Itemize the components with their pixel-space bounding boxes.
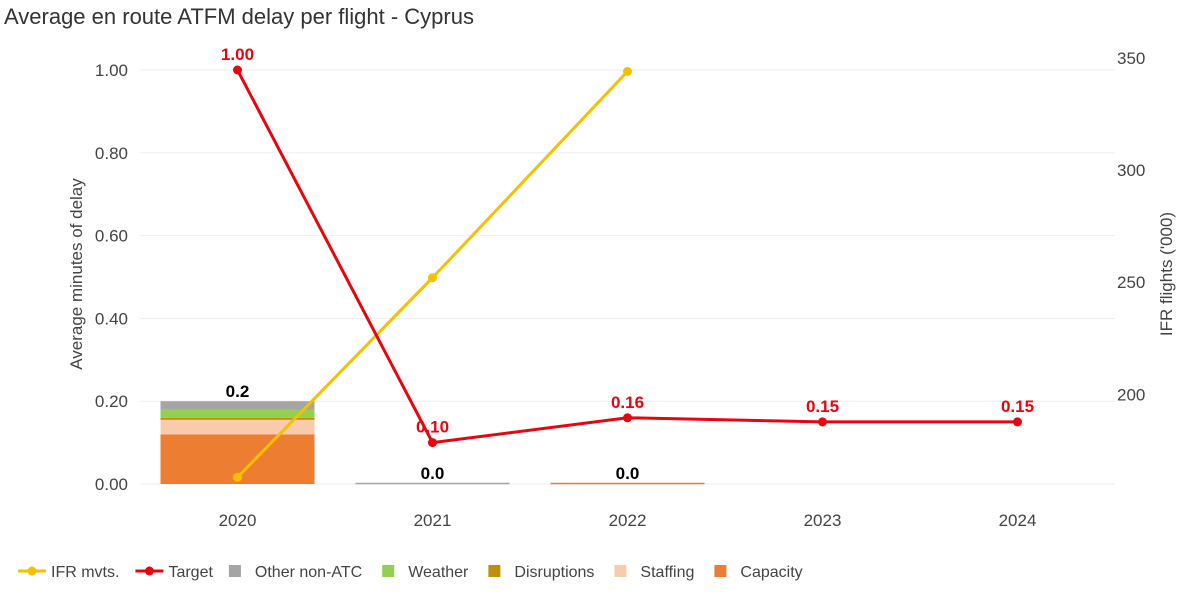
right-tick-label: 250 bbox=[1117, 273, 1145, 292]
left-tick-label: 1.00 bbox=[95, 61, 128, 80]
x-tick-label: 2022 bbox=[609, 511, 647, 530]
right-axis-title: IFR flights ('000) bbox=[1157, 212, 1176, 336]
legend-point-swatch bbox=[144, 566, 154, 576]
target-value-label: 0.15 bbox=[1001, 397, 1034, 416]
target-point bbox=[818, 417, 827, 427]
legend-label: Disruptions bbox=[514, 564, 594, 581]
legend-label: IFR mvts. bbox=[51, 564, 119, 581]
legend-label: Weather bbox=[408, 564, 469, 581]
bar-segment-disruptions bbox=[160, 417, 315, 420]
left-tick-label: 0.80 bbox=[95, 144, 128, 163]
right-tick-label: 300 bbox=[1117, 161, 1145, 180]
legend-item-other-non-atc: Other non-ATC bbox=[228, 564, 362, 581]
target-line bbox=[236, 69, 1018, 445]
right-axis-ticks: 200 250 300 350 bbox=[1117, 49, 1145, 404]
legend-item-staffing: Staffing bbox=[614, 564, 694, 581]
legend-label: Target bbox=[168, 564, 213, 581]
bar-segment-other-non-atc bbox=[160, 401, 315, 410]
target-value-label: 0.10 bbox=[416, 418, 449, 437]
legend-box-swatch bbox=[614, 565, 627, 577]
bar-total-label: 0.0 bbox=[421, 464, 445, 483]
legend-item-capacity: Capacity bbox=[714, 564, 803, 581]
legend-item-disruptions: Disruptions bbox=[488, 564, 594, 581]
x-tick-label: 2020 bbox=[219, 511, 257, 530]
target-point bbox=[428, 438, 437, 448]
target-series: 1.00 0.10 0.16 0.15 0.15 bbox=[221, 45, 1034, 448]
legend-point-swatch bbox=[27, 566, 37, 576]
ifr-point bbox=[623, 66, 632, 76]
legend: IFR mvts. Target Other non-ATC Weather Disru… bbox=[18, 564, 803, 581]
x-tick-label: 2023 bbox=[804, 511, 842, 530]
ifr-series bbox=[233, 66, 632, 482]
x-axis-ticks: 2020 2021 2022 2023 2024 bbox=[219, 511, 1037, 530]
target-value-label: 0.16 bbox=[611, 393, 644, 412]
legend-box-swatch bbox=[714, 565, 727, 577]
x-tick-label: 2021 bbox=[414, 511, 452, 530]
left-tick-label: 0.00 bbox=[95, 475, 128, 494]
legend-label: Other non-ATC bbox=[255, 564, 362, 581]
x-tick-label: 2024 bbox=[999, 511, 1037, 530]
target-point bbox=[623, 413, 632, 423]
left-tick-label: 0.20 bbox=[95, 392, 128, 411]
target-point bbox=[1013, 417, 1022, 427]
left-tick-label: 0.60 bbox=[95, 227, 128, 246]
left-tick-label: 0.40 bbox=[95, 309, 128, 328]
right-tick-label: 200 bbox=[1117, 385, 1145, 404]
left-axis-ticks: 0.00 0.20 0.40 0.60 0.80 1.00 bbox=[95, 61, 128, 494]
bar-segment-staffing bbox=[160, 419, 315, 435]
bar-total-label: 0.0 bbox=[616, 464, 640, 483]
legend-box-swatch bbox=[488, 565, 501, 577]
legend-item-ifr-mvts-: IFR mvts. bbox=[18, 564, 119, 581]
legend-item-target: Target bbox=[135, 564, 213, 581]
target-point bbox=[233, 65, 242, 75]
legend-label: Staffing bbox=[640, 564, 694, 581]
legend-item-weather: Weather bbox=[382, 564, 469, 581]
target-value-label: 1.00 bbox=[221, 45, 254, 64]
bar-segment-other-non-atc bbox=[355, 482, 510, 485]
legend-box-swatch bbox=[382, 565, 395, 577]
bar-total-label: 0.2 bbox=[226, 382, 250, 401]
target-value-label: 0.15 bbox=[806, 397, 839, 416]
bar-segment-capacity bbox=[550, 482, 705, 485]
chart-title: Average en route ATFM delay per flight -… bbox=[4, 4, 474, 29]
right-tick-label: 350 bbox=[1117, 49, 1145, 68]
legend-label: Capacity bbox=[740, 564, 802, 581]
left-axis-title: Average minutes of delay bbox=[67, 178, 86, 370]
ifr-point bbox=[233, 472, 242, 482]
bar-total-labels: 0.2 0.0 0.0 bbox=[226, 382, 640, 483]
bar-segment-weather bbox=[160, 409, 315, 418]
legend-box-swatch bbox=[228, 565, 241, 577]
ifr-point bbox=[428, 273, 437, 283]
